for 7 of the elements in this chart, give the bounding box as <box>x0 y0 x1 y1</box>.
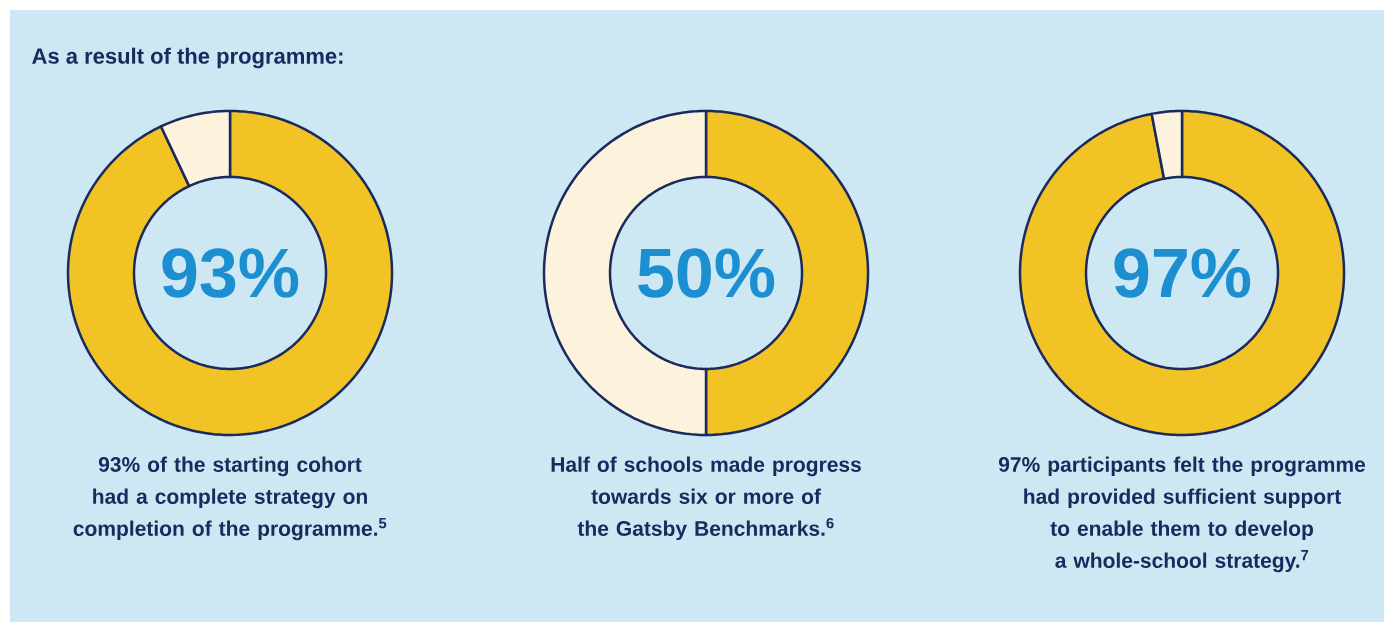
text: 97% participants felt the programme had provided sufficient support to enable them to develop a whole-school strategy.$^{7}$ <box>998 456 1366 573</box>
text: 93% of the starting cohort had a complete strategy on completion of the programme.$^{5}$ <box>73 456 387 541</box>
text: 97% <box>1114 248 1251 298</box>
chart-title: As a result of the programme: <box>32 47 343 69</box>
text: 93% <box>162 248 299 298</box>
text: Half of schools made progress towards six or more of the Gatsby Benchmarks.$^{6}$ <box>551 456 861 541</box>
text: 50% <box>638 248 775 298</box>
